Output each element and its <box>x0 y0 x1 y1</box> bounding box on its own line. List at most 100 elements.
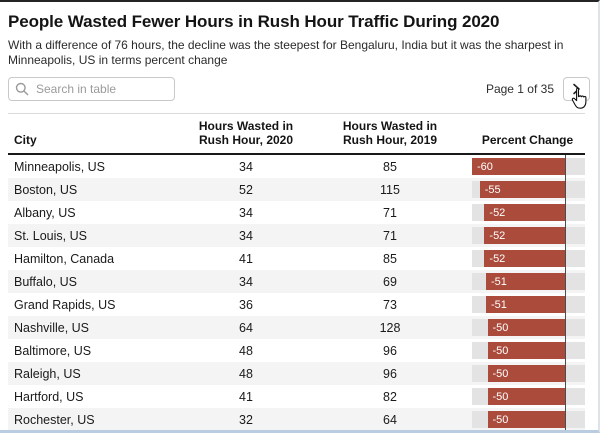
hours-2020-cell: 52 <box>239 182 253 197</box>
table-row: Boston, US 52 115 -55 <box>8 178 585 201</box>
percent-bar: -50 <box>487 411 565 428</box>
hours-2019-cell: 85 <box>383 251 397 266</box>
column-header-hours-2019: Hours Wasted in Rush Hour, 2019 <box>310 113 470 155</box>
hours-2019-cell: 73 <box>383 297 397 312</box>
hours-2020-cell: 41 <box>239 389 253 404</box>
city-cell: Rochester, US <box>14 412 95 427</box>
hours-2019-cell: 64 <box>383 412 397 427</box>
percent-bar-track: -52 <box>472 201 585 224</box>
table-row: St. Louis, US 34 71 -52 <box>8 224 585 247</box>
page-subtitle: With a difference of 76 hours, the decli… <box>8 38 564 67</box>
zero-axis-line <box>565 339 566 362</box>
hours-2019-cell: 71 <box>383 205 397 220</box>
hours-2019-cell: 96 <box>383 366 397 381</box>
city-cell: Grand Rapids, US <box>14 297 116 312</box>
city-cell: Minneapolis, US <box>14 159 106 174</box>
city-cell: Hamilton, Canada <box>14 251 115 266</box>
percent-bar-track: -50 <box>472 316 585 339</box>
data-table-container: City Hours Wasted in Rush Hour, 2020 Hou… <box>0 113 598 430</box>
zero-axis-line <box>565 316 566 339</box>
pagination: Page 1 of 35 <box>486 77 590 101</box>
percent-change-cell: -50 <box>470 362 585 385</box>
header-row: City Hours Wasted in Rush Hour, 2020 Hou… <box>8 113 585 155</box>
data-table: City Hours Wasted in Rush Hour, 2020 Hou… <box>8 113 585 430</box>
percent-bar-track: -60 <box>472 155 585 178</box>
next-page-button[interactable] <box>563 77 590 101</box>
zero-axis-line <box>565 408 566 430</box>
table-row: Buffalo, US 34 69 -51 <box>8 270 585 293</box>
hours-2020-cell: 64 <box>239 320 253 335</box>
hours-2019-cell: 96 <box>383 343 397 358</box>
hours-2020-cell: 32 <box>239 412 253 427</box>
percent-bar-label: -52 <box>489 229 506 242</box>
zero-axis-line <box>565 247 566 270</box>
search-icon <box>15 82 29 96</box>
hours-2020-cell: 34 <box>239 274 253 289</box>
zero-axis-line <box>565 224 566 247</box>
percent-bar: -55 <box>479 181 565 198</box>
city-cell: Albany, US <box>14 205 76 220</box>
table-row: Hamilton, Canada 41 85 -52 <box>8 247 585 270</box>
hours-2019-cell: 115 <box>380 182 400 197</box>
hours-2019-cell: 71 <box>383 228 397 243</box>
column-header-percent-change: Percent Change <box>470 113 585 155</box>
percent-bar: -50 <box>487 365 565 382</box>
percent-bar: -52 <box>484 250 565 267</box>
city-cell: Boston, US <box>14 182 78 197</box>
hours-2020-cell: 48 <box>239 366 253 381</box>
hours-2019-cell: 69 <box>383 274 397 289</box>
percent-bar-label: -52 <box>489 252 506 265</box>
percent-bar: -52 <box>484 204 565 221</box>
percent-change-cell: -51 <box>470 270 585 293</box>
table-row: Grand Rapids, US 36 73 -51 <box>8 293 585 316</box>
hours-2020-cell: 36 <box>239 297 253 312</box>
percent-change-cell: -52 <box>470 224 585 247</box>
percent-bar-track: -51 <box>472 293 585 316</box>
city-cell: Baltimore, US <box>14 343 92 358</box>
percent-bar-label: -50 <box>492 390 509 403</box>
percent-change-cell: -50 <box>470 408 585 430</box>
search-box[interactable] <box>8 77 175 101</box>
chevron-right-icon <box>572 83 581 95</box>
percent-bar-track: -52 <box>472 247 585 270</box>
percent-bar-label: -51 <box>491 298 507 311</box>
table-row: Nashville, US 64 128 -50 <box>8 316 585 339</box>
search-input[interactable] <box>34 81 168 97</box>
percent-bar-label: -60 <box>477 160 493 173</box>
percent-bar-track: -50 <box>472 339 585 362</box>
column-header-city: City <box>8 113 182 155</box>
percent-change-cell: -50 <box>470 339 585 362</box>
hours-2020-cell: 41 <box>239 251 253 266</box>
zero-axis-line <box>565 155 566 178</box>
city-cell: Nashville, US <box>14 320 90 335</box>
zero-axis-line <box>565 201 566 224</box>
hours-2019-cell: 82 <box>383 389 397 404</box>
zero-axis-line <box>565 293 566 316</box>
percent-bar-label: -50 <box>492 413 509 426</box>
hours-2020-cell: 34 <box>239 159 253 174</box>
table-row: Baltimore, US 48 96 -50 <box>8 339 585 362</box>
table-row: Rochester, US 32 64 -50 <box>8 408 585 430</box>
table-body: Minneapolis, US 34 85 -60 Boston, US 52 … <box>8 154 585 430</box>
percent-bar-track: -50 <box>472 362 585 385</box>
hours-2019-cell: 85 <box>383 159 397 174</box>
city-cell: Buffalo, US <box>14 274 78 289</box>
column-header-hours-2020: Hours Wasted in Rush Hour, 2020 <box>182 113 310 155</box>
city-cell: St. Louis, US <box>14 228 87 243</box>
percent-bar: -52 <box>484 227 565 244</box>
percent-bar-track: -55 <box>472 178 585 201</box>
percent-bar-label: -50 <box>492 321 509 334</box>
percent-bar-track: -50 <box>472 385 585 408</box>
table-row: Hartford, US 41 82 -50 <box>8 385 585 408</box>
city-cell: Hartford, US <box>14 389 84 404</box>
hours-2020-cell: 48 <box>239 343 253 358</box>
percent-bar-track: -52 <box>472 224 585 247</box>
zero-axis-line <box>565 385 566 408</box>
percent-change-cell: -52 <box>470 201 585 224</box>
percent-bar: -50 <box>487 342 565 359</box>
city-cell: Raleigh, US <box>14 366 81 381</box>
percent-bar-label: -50 <box>492 344 509 357</box>
hours-2019-cell: 128 <box>379 320 401 335</box>
toolbar: Page 1 of 35 <box>8 76 590 102</box>
